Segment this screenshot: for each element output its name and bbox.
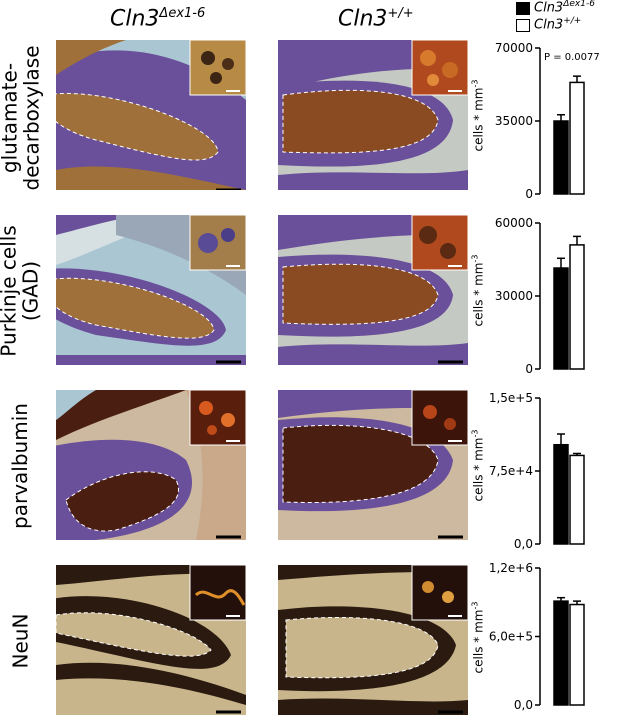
y-tick-label: 1,2e+6 xyxy=(489,561,533,575)
y-axis-label-parvalbumin: cells * mm-3 xyxy=(470,430,485,502)
micrograph-purkinje-wildtype xyxy=(278,215,468,365)
y-tick-label: 1,5e+5 xyxy=(489,391,533,405)
y-axis-label-purkinje-sup: -3 xyxy=(470,254,480,263)
row-label-parvalbumin-line1: parvalbumin xyxy=(8,403,33,529)
micrograph-neun-wildtype-image xyxy=(278,565,468,715)
legend-label-wildtype-sup: +/+ xyxy=(563,16,582,26)
legend-label-mutant: Cln3Δex1-6 xyxy=(534,0,595,15)
bar-mutant xyxy=(553,120,569,195)
y-axis-label-neun-sup: -3 xyxy=(470,601,480,610)
bar-wildtype xyxy=(569,81,585,195)
y-axis-label-purkinje-text: cells * mm xyxy=(471,262,486,327)
bar-chart-purkinje: cells * mm-3 0 30000 60000 xyxy=(470,215,617,385)
bar-chart-neun-svg: 0,0 6,0e+5 1,2e+6 xyxy=(489,561,585,712)
row-label-purkinje: Purkinje cells (GAD) xyxy=(0,215,44,367)
micrograph-gad-wildtype xyxy=(278,40,468,190)
y-tick-label: 0 xyxy=(525,362,533,376)
micrograph-parvalbumin-wildtype-image xyxy=(278,390,468,540)
row-label-neun-line1: NeuN xyxy=(8,613,32,669)
bar-mutant xyxy=(553,443,569,545)
column-title-mutant: Cln3Δex1-6 xyxy=(110,6,205,31)
row-label-purkinje-line1: Purkinje cells xyxy=(0,225,22,357)
micrograph-purkinje-wildtype-image xyxy=(278,215,468,365)
bar-mutant xyxy=(553,267,569,370)
column-title-wildtype-sup: +/+ xyxy=(387,6,414,21)
micrograph-parvalbumin-mutant-image xyxy=(56,390,246,540)
y-axis-label-gad-sup: -3 xyxy=(470,79,480,88)
y-axis-label-gad: cells * mm-3 xyxy=(470,80,485,152)
legend-label-wildtype-base: Cln3 xyxy=(534,17,564,33)
bar-chart-purkinje-svg: 0 30000 60000 xyxy=(495,216,585,376)
bar-chart-gad: cells * mm-3 0 35000 70000 P = 0.0077 xyxy=(470,40,617,210)
micrograph-gad-wildtype-image xyxy=(278,40,468,190)
y-tick-label: 0 xyxy=(525,187,533,201)
row-label-gad: glutamate-decarboxylase xyxy=(0,42,43,194)
column-title-mutant-sup: Δex1-6 xyxy=(159,6,206,21)
micrograph-gad-mutant xyxy=(56,40,246,190)
micrograph-purkinje-mutant-image xyxy=(56,215,246,365)
y-axis-label-parvalbumin-sup: -3 xyxy=(470,429,480,438)
column-title-wildtype: Cln3+/+ xyxy=(338,6,414,31)
micrograph-purkinje-mutant xyxy=(56,215,246,365)
column-title-wildtype-base: Cln3 xyxy=(338,6,388,32)
bar-wildtype xyxy=(569,454,585,545)
micrograph-neun-mutant xyxy=(56,565,246,715)
y-tick-label: 7,5e+4 xyxy=(489,464,533,478)
row-label-purkinje-line2: (GAD) xyxy=(19,260,44,322)
y-axis-label-purkinje: cells * mm-3 xyxy=(470,255,485,327)
micrograph-parvalbumin-wildtype xyxy=(278,390,468,540)
micrograph-neun-mutant-image xyxy=(56,565,246,715)
y-tick-label: 0,0 xyxy=(514,698,533,712)
micrograph-neun-wildtype xyxy=(278,565,468,715)
legend: Cln3Δex1-6 Cln3+/+ xyxy=(508,0,617,34)
micrograph-parvalbumin-mutant xyxy=(56,390,246,540)
y-tick-label: 0,0 xyxy=(514,537,533,551)
bar-chart-gad-svg: 0 35000 70000 P = 0.0077 xyxy=(495,41,600,201)
row-label-parvalbumin: parvalbumin xyxy=(0,390,40,542)
bar-wildtype xyxy=(569,603,585,706)
micrograph-gad-mutant-image xyxy=(56,40,246,190)
y-tick-label: 30000 xyxy=(495,289,533,303)
y-axis-label-parvalbumin-text: cells * mm xyxy=(471,437,486,502)
legend-swatch-wildtype xyxy=(516,19,530,32)
bar-chart-parvalbumin-svg: 0,0 7,5e+4 1,5e+5 xyxy=(489,391,585,551)
p-value-annotation: P = 0.0077 xyxy=(544,52,600,63)
y-axis-label-neun-text: cells * mm xyxy=(471,609,486,674)
column-title-mutant-base: Cln3 xyxy=(110,6,160,32)
y-axis-label-gad-text: cells * mm xyxy=(471,87,486,152)
legend-label-wildtype: Cln3+/+ xyxy=(534,16,581,32)
legend-label-mutant-base: Cln3 xyxy=(534,0,564,16)
bar-mutant xyxy=(553,600,569,706)
bar-wildtype xyxy=(569,244,585,370)
row-label-gad-line2: decarboxylase xyxy=(19,45,43,191)
legend-swatch-mutant xyxy=(516,2,530,15)
y-tick-label: 35000 xyxy=(495,114,533,128)
bar-chart-parvalbumin: cells * mm-3 0,0 7,5e+4 1,5e+5 xyxy=(470,390,617,560)
row-label-neun: NeuN xyxy=(0,565,40,717)
row-label-gad-line1: glutamate- xyxy=(0,62,21,174)
y-tick-label: 60000 xyxy=(495,216,533,230)
bar-chart-neun: cells * mm-3 0,0 6,0e+5 1,2e+6 xyxy=(470,560,617,721)
y-tick-label: 70000 xyxy=(495,41,533,55)
y-tick-label: 6,0e+5 xyxy=(489,630,533,644)
legend-label-mutant-sup: Δex1-6 xyxy=(563,0,595,9)
y-axis-label-neun: cells * mm-3 xyxy=(470,602,485,674)
